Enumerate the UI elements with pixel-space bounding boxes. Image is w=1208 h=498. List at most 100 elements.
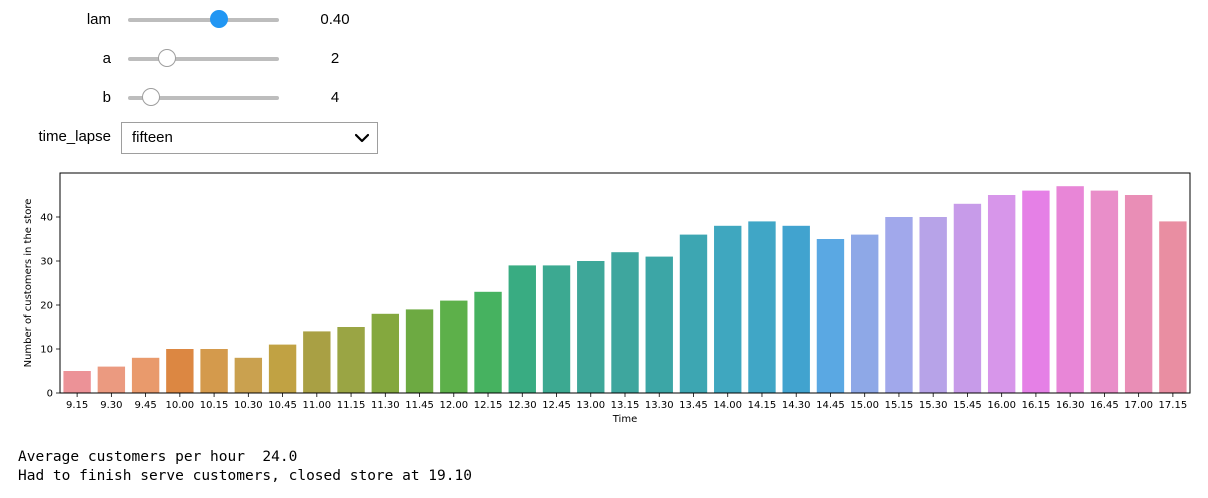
x-tick-label: 11.00 — [302, 400, 331, 411]
x-tick-label: 10.15 — [200, 400, 229, 411]
x-tick-label: 15.30 — [919, 400, 948, 411]
b-slider[interactable] — [128, 83, 279, 113]
bar-9.45 — [131, 357, 160, 393]
x-tick-label: 11.45 — [405, 400, 434, 411]
y-axis-label: Number of customers in the store — [23, 199, 34, 368]
lam-slider[interactable] — [128, 5, 279, 35]
x-tick-label: 15.15 — [885, 400, 914, 411]
customers-bar-chart: 0 10 20 30 40 9.15 9.30 9.45 10.00 10.15 10.30 10.… — [23, 172, 1191, 425]
time-lapse-row: time_lapse fifteen — [0, 122, 420, 154]
b-slider-track[interactable] — [128, 96, 279, 100]
y-ticks-group: 0 10 20 30 40 — [40, 213, 60, 400]
x-axis-label: Time — [612, 414, 637, 425]
x-tick-label: 10.30 — [234, 400, 263, 411]
x-tick-label: 14.30 — [782, 400, 811, 411]
x-tick-label: 13.45 — [679, 400, 708, 411]
lam-slider-track[interactable] — [128, 18, 279, 22]
x-tick-label: 10.45 — [268, 400, 297, 411]
bar-16.30 — [1056, 186, 1084, 393]
bar-13.15 — [611, 252, 639, 393]
a-slider-track[interactable] — [128, 57, 279, 61]
x-tick-label: 12.30 — [508, 400, 537, 411]
a-slider-thumb[interactable] — [158, 49, 177, 67]
time-lapse-label: time_lapse — [38, 128, 111, 145]
a-label: a — [102, 50, 111, 67]
x-tick-label: 9.30 — [100, 400, 122, 411]
x-tick-label: 16.30 — [1056, 400, 1085, 411]
lam-label: lam — [86, 11, 111, 28]
b-readout: 4 — [330, 89, 340, 106]
x-tick-label: 17.15 — [1159, 400, 1188, 411]
x-tick-label: 16.45 — [1090, 400, 1119, 411]
x-tick-label: 14.45 — [816, 400, 845, 411]
lam-slider-thumb[interactable] — [209, 10, 228, 28]
x-tick-label: 16.00 — [987, 400, 1016, 411]
x-tick-label: 11.30 — [371, 400, 400, 411]
bar-12.45 — [542, 265, 571, 393]
x-tick-label: 15.45 — [953, 400, 982, 411]
y-tick-label: 0 — [47, 389, 53, 400]
bar-16.15 — [1022, 190, 1050, 393]
bar-11.45 — [405, 309, 434, 393]
bar-10.15 — [200, 349, 228, 393]
bar-12.00 — [440, 300, 468, 393]
x-tick-label: 10.00 — [166, 400, 195, 411]
bar-14.45 — [816, 239, 845, 393]
output-line-closed: Had to finish serve customers, closed st… — [18, 468, 472, 484]
x-tick-label: 12.00 — [439, 400, 468, 411]
cell-output: Average customers per hour 24.0 Had to fi… — [18, 448, 472, 486]
bar-15.00 — [851, 234, 879, 393]
bar-9.30 — [97, 366, 126, 393]
a-slider[interactable] — [128, 44, 279, 74]
x-tick-label: 12.45 — [542, 400, 571, 411]
bar-11.00 — [303, 331, 331, 393]
chevron-down-icon[interactable] — [355, 132, 369, 144]
x-tick-label: 14.00 — [713, 400, 742, 411]
bar-10.45 — [268, 344, 297, 393]
y-tick-label: 20 — [40, 301, 53, 312]
y-tick-label: 40 — [40, 213, 53, 224]
y-tick-label: 30 — [40, 257, 53, 268]
bar-9.15 — [63, 371, 91, 393]
x-tick-label: 12.15 — [474, 400, 503, 411]
bar-16.00 — [987, 195, 1016, 393]
bar-14.30 — [782, 225, 810, 393]
b-slider-thumb[interactable] — [141, 88, 160, 106]
bar-14.15 — [748, 221, 776, 393]
lam-slider-row: lam 0.40 — [0, 5, 420, 35]
x-tick-label: 13.15 — [611, 400, 640, 411]
output-line-average: Average customers per hour 24.0 — [18, 449, 298, 465]
bar-10.30 — [234, 357, 263, 393]
x-tick-label: 11.15 — [337, 400, 366, 411]
bar-13.45 — [679, 234, 708, 393]
bar-17.00 — [1124, 195, 1153, 393]
b-label: b — [102, 89, 111, 106]
bars-group — [63, 186, 1187, 393]
x-ticks-group: 9.15 9.30 9.45 10.00 10.15 10.30 10.45 11.00 11.… — [66, 393, 1187, 411]
bar-15.15 — [885, 217, 913, 393]
bar-15.30 — [919, 217, 947, 393]
x-tick-label: 9.15 — [66, 400, 88, 411]
bar-11.15 — [337, 327, 365, 393]
time-lapse-dropdown[interactable]: fifteen — [121, 122, 378, 154]
y-tick-label: 10 — [40, 345, 53, 356]
x-tick-label: 17.00 — [1124, 400, 1153, 411]
x-tick-label: 13.00 — [576, 400, 605, 411]
x-tick-label: 13.30 — [645, 400, 674, 411]
x-tick-label: 14.15 — [748, 400, 777, 411]
a-slider-row: a 2 — [0, 44, 420, 74]
bar-12.15 — [474, 291, 502, 393]
lam-readout: 0.40 — [320, 11, 350, 28]
bar-12.30 — [508, 265, 536, 393]
bar-14.00 — [714, 225, 742, 393]
bar-13.30 — [645, 256, 673, 393]
x-tick-label: 16.15 — [1022, 400, 1051, 411]
b-slider-row: b 4 — [0, 83, 420, 113]
bar-17.15 — [1159, 221, 1187, 393]
bar-13.00 — [577, 261, 605, 393]
bar-15.45 — [953, 203, 982, 393]
x-tick-label: 15.00 — [850, 400, 879, 411]
bar-10.00 — [166, 349, 194, 393]
x-tick-label: 9.45 — [134, 400, 156, 411]
bar-11.30 — [371, 313, 399, 393]
